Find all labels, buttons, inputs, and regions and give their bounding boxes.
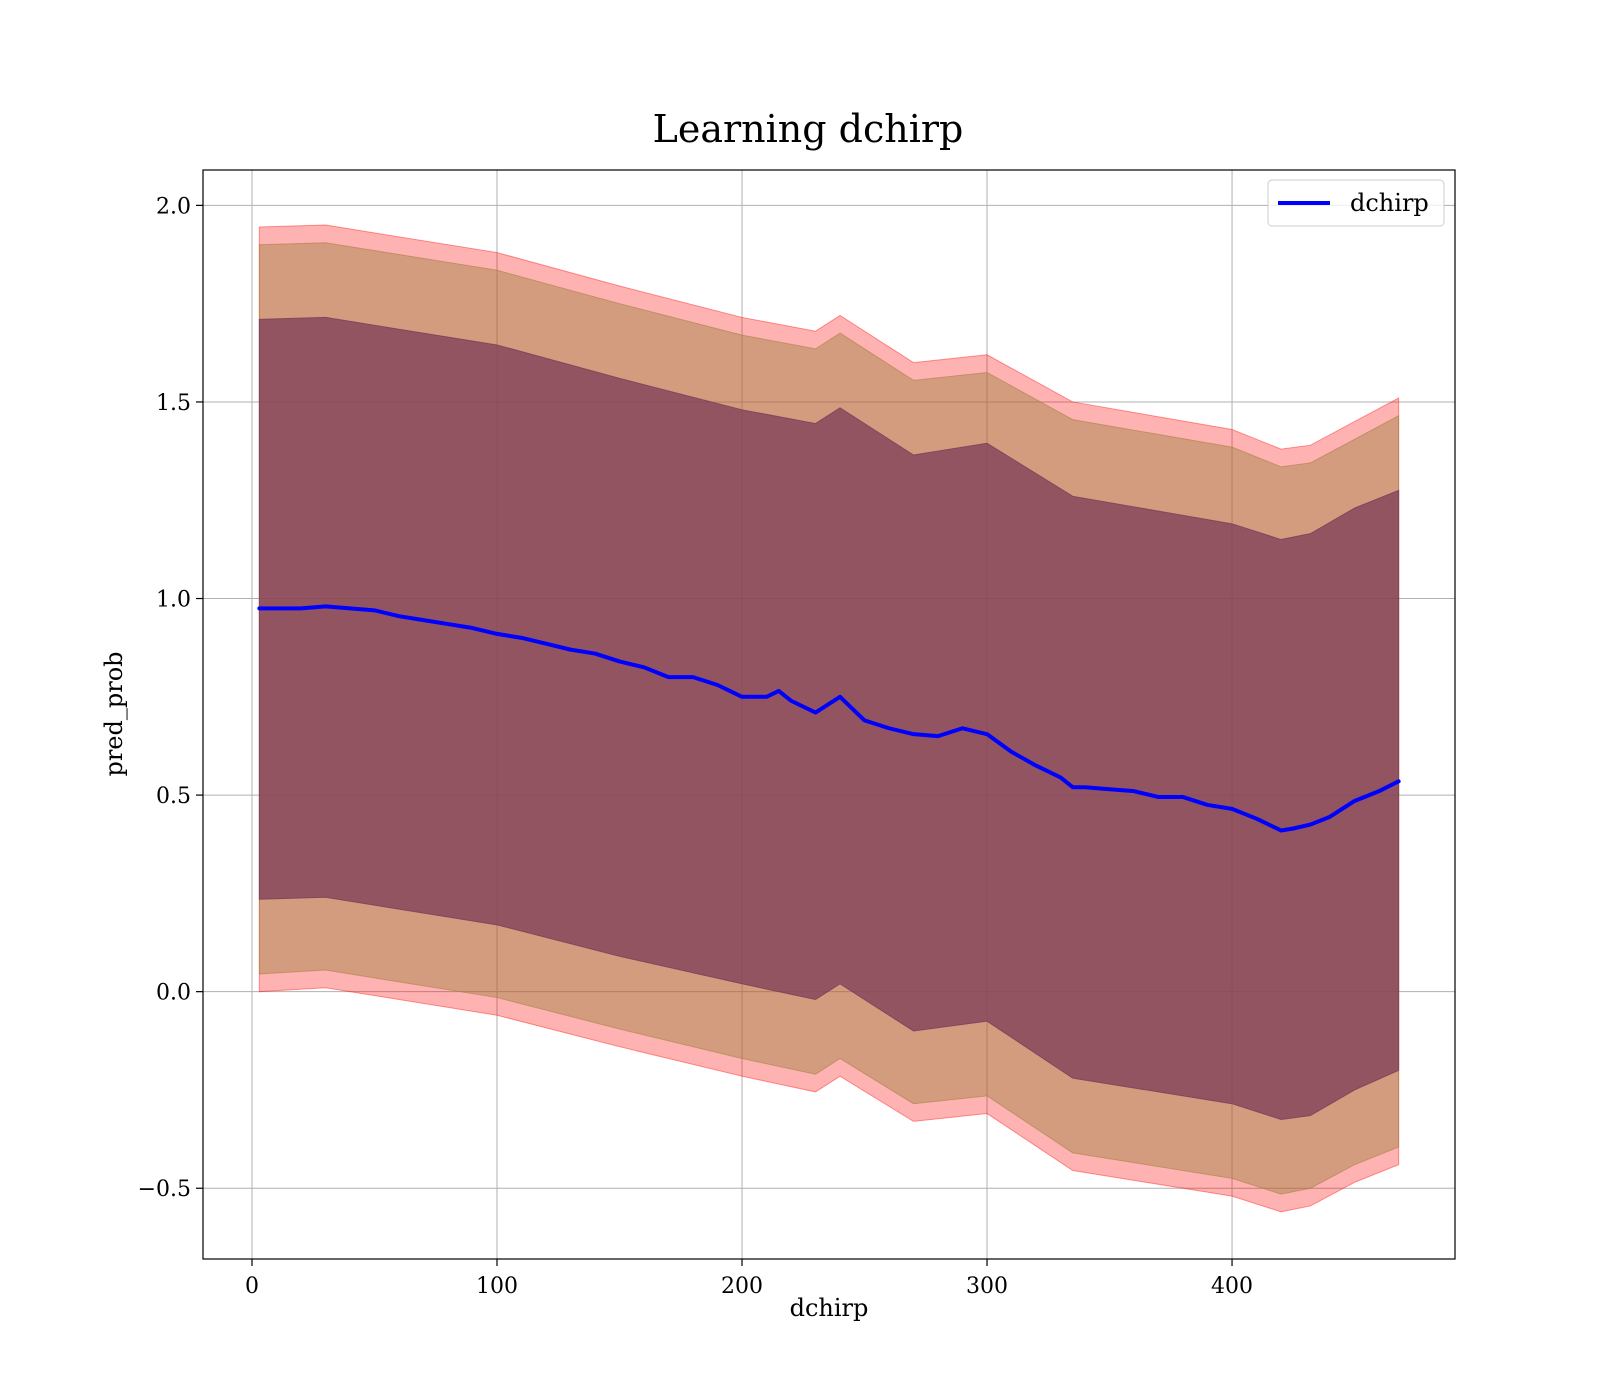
series-line-0 [257,604,1401,833]
x-tick-label: 100 [476,1274,518,1299]
y-axis-label: pred_prob [100,651,128,776]
y-tick-label: 2.0 [156,194,191,219]
confidence-band-2 [258,316,1400,1120]
x-tick-label: 200 [721,1274,763,1299]
y-tick-label: 1.5 [156,391,191,416]
y-tick-label: −0.5 [138,1177,191,1202]
y-tick-label: 0.5 [156,784,191,809]
plot-frame [202,169,1456,1260]
series-lines [257,604,1401,833]
x-tick-label: 400 [1211,1274,1253,1299]
confidence-bands [258,224,1400,1213]
chart-title: Learning dchirp [653,107,964,151]
y-tick-label: 0.0 [156,981,191,1006]
legend-label: dchirp [1350,189,1429,217]
x-tick-label: 0 [245,1274,259,1299]
y-axis-ticks: −0.5 0.0 0.5 1.0 1.5 2.0 [138,194,203,1202]
y-tick-label: 1.0 [156,588,191,613]
x-tick-label: 300 [966,1274,1008,1299]
legend-box [1267,179,1445,227]
x-axis-label: dchirp [790,1294,869,1322]
legend: dchirp [1267,179,1445,227]
x-axis-ticks: 0 100 200 300 400 [245,1259,1253,1299]
